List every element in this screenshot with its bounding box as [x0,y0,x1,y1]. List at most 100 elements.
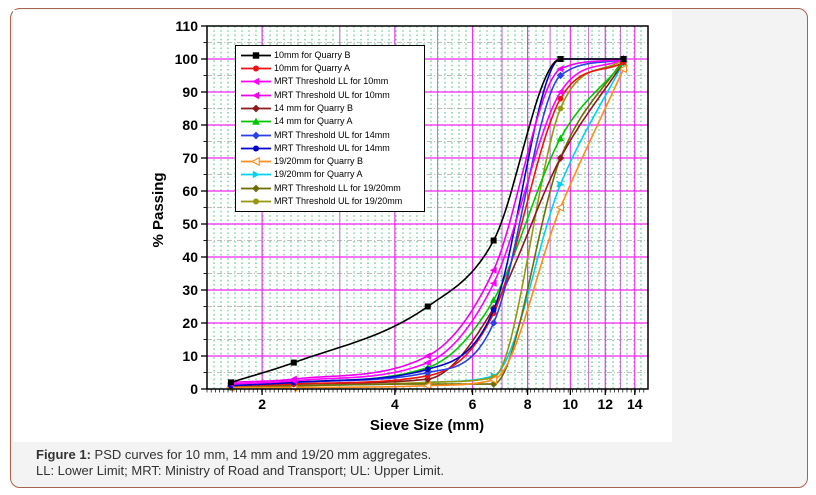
x-tick-label: 10 [563,396,579,412]
legend-swatch [241,117,271,125]
legend-swatch [241,157,271,167]
legend-marker [252,91,260,99]
point-10mm-for-quarry-a-1 [557,95,564,102]
point-mrt-threshold-ul-for-10mm-3 [556,65,564,73]
legend-item-label: 19/20mm for Quarry A [274,169,363,180]
x-tick-label: 6 [469,396,477,412]
legend-item-10mm-for-quarry-b-0: 10mm for Quarry B [241,49,424,61]
legend-item-mrt-threshold-ul-for-14mm-7: MRT Threshold UL for 14mm [241,142,424,154]
y-tick-label: 30 [182,282,198,298]
legend-item-mrt-threshold-ul-for-14mm-6: MRT Threshold UL for 14mm [241,129,424,141]
legend-marker [252,104,260,113]
curve-mrt-threshold-ul-for-10mm-3 [230,58,624,384]
legend-item-label: 14 mm for Quarry B [274,102,354,113]
point-19-20mm-for-quarry-b-8 [488,375,498,385]
legend-marker [252,78,260,86]
caption-label: Figure 1: [36,447,91,462]
x-axis-title: Sieve Size (mm) [370,417,484,434]
point-mrt-threshold-ll-for-10mm-2 [556,88,564,96]
y-tick-label: 20 [182,315,198,331]
caption-line-1: Figure 1: PSD curves for 10 mm, 14 mm an… [36,447,756,463]
legend-item-14-mm-for-quarry-b-4: 14 mm for Quarry B [241,102,424,114]
point-mrt-threshold-ul-for-19-20mm-11 [557,105,564,112]
point-mrt-threshold-ul-for-14mm-6 [489,319,498,327]
point-19-20mm-for-quarry-b-8 [555,203,565,212]
point-mrt-threshold-ul-for-14mm-7 [490,306,497,313]
x-tick-label: 2 [258,396,266,412]
legend-item-label: 10mm for Quarry A [274,63,351,74]
y-tick-label: 50 [182,216,198,232]
x-tick-label: 12 [597,396,613,412]
legend-marker [252,171,260,179]
legend-marker [252,117,260,125]
point-mrt-threshold-ul-for-10mm-3 [489,266,497,274]
point-19-20mm-for-quarry-b-8 [422,381,432,391]
legend-item-label: MRT Threshold UL for 19/20mm [274,196,403,207]
legend-marker [252,198,260,205]
legend-item-19-20mm-for-quarry-a-9: 19/20mm for Quarry A [241,169,424,181]
legend-item-label: 19/20mm for Quarry B [274,156,364,167]
figure-caption: Figure 1: PSD curves for 10 mm, 14 mm an… [36,447,756,479]
point-14-mm-for-quarry-a-5 [556,134,565,142]
curve-10mm-for-quarry-b-0 [230,58,624,384]
point-mrt-threshold-ll-for-10mm-2 [423,359,431,367]
legend-item-mrt-threshold-ul-for-19-20mm-11: MRT Threshold UL for 19/20mm [241,196,424,208]
legend-marker [252,145,260,152]
y-tick-label: 70 [182,150,198,166]
legend-marker [252,65,260,72]
legend-item-label: 14 mm for Quarry A [274,116,353,127]
y-tick-label: 0 [190,381,198,397]
series [225,55,628,392]
caption-text: PSD curves for 10 mm, 14 mm and 19/20 mm… [90,447,432,462]
point-10mm-for-quarry-b-0 [620,56,627,62]
legend-swatch [241,104,271,113]
series-line-10mm-for-quarry-b-0 [227,56,627,386]
legend-item-label: 10mm for Quarry B [274,49,351,60]
legend-item-label: MRT Threshold UL for 14mm [274,142,390,153]
legend-item-label: MRT Threshold LL for 19/20mm [274,182,401,193]
legend-item-mrt-threshold-ll-for-10mm-2: MRT Threshold LL for 10mm [241,76,424,88]
curve-19-20mm-for-quarry-b-8 [231,68,625,389]
legend-marker [252,131,260,139]
legend-swatch [241,145,271,152]
legend-swatch [241,52,271,59]
chart-legend: 10mm for Quarry B 10mm for Quarry A MRT Th… [235,45,425,212]
legend-marker [250,157,260,167]
point-mrt-threshold-ll-for-10mm-2 [489,279,497,287]
legend-item-10mm-for-quarry-a-1: 10mm for Quarry A [241,63,424,75]
y-tick-label: 90 [182,84,198,100]
axes: 0 10 20 30 40 50 60 70 80 90 100 110 2 4 6 8 10 12 14 [175,18,649,412]
x-tick-label: 14 [627,396,643,412]
point-19-20mm-for-quarry-b-8 [618,64,628,74]
legend-item-mrt-threshold-ll-for-19-20mm-10: MRT Threshold LL for 19/20mm [241,182,424,194]
legend-swatch [241,171,271,179]
point-19-20mm-for-quarry-a-9 [557,180,565,188]
point-10mm-for-quarry-b-0 [490,237,497,244]
legend-swatch [241,198,271,205]
x-tick-label: 4 [391,396,399,412]
legend-swatch [241,131,271,139]
point-mrt-threshold-ul-for-14mm-6 [556,71,565,80]
y-tick-label: 100 [175,51,199,67]
point-10mm-for-quarry-b-0 [557,56,564,62]
caption-abbreviations: LL: Lower Limit; MRT: Ministry of Road a… [36,463,444,478]
point-mrt-threshold-ul-for-14mm-7 [424,366,431,373]
y-tick-label: 40 [182,249,198,265]
legend-swatch [241,78,271,86]
y-tick-label: 110 [175,18,198,34]
point-14-mm-for-quarry-a-5 [489,296,498,303]
y-tick-label: 60 [182,183,198,199]
y-tick-label: 80 [182,117,198,133]
legend-item-14-mm-for-quarry-a-5: 14 mm for Quarry A [241,116,424,128]
legend-marker [252,184,260,193]
point-mrt-threshold-ul-for-10mm-3 [289,375,297,383]
legend-swatch [241,65,271,72]
legend-swatch [241,91,271,99]
point-14-mm-for-quarry-b-4 [556,154,565,162]
y-tick-label: 10 [182,348,198,364]
legend-swatch [241,184,271,193]
legend-item-label: MRT Threshold UL for 14mm [274,129,390,140]
legend-item-19-20mm-for-quarry-b-8: 19/20mm for Quarry B [241,156,424,168]
legend-marker [252,52,260,59]
